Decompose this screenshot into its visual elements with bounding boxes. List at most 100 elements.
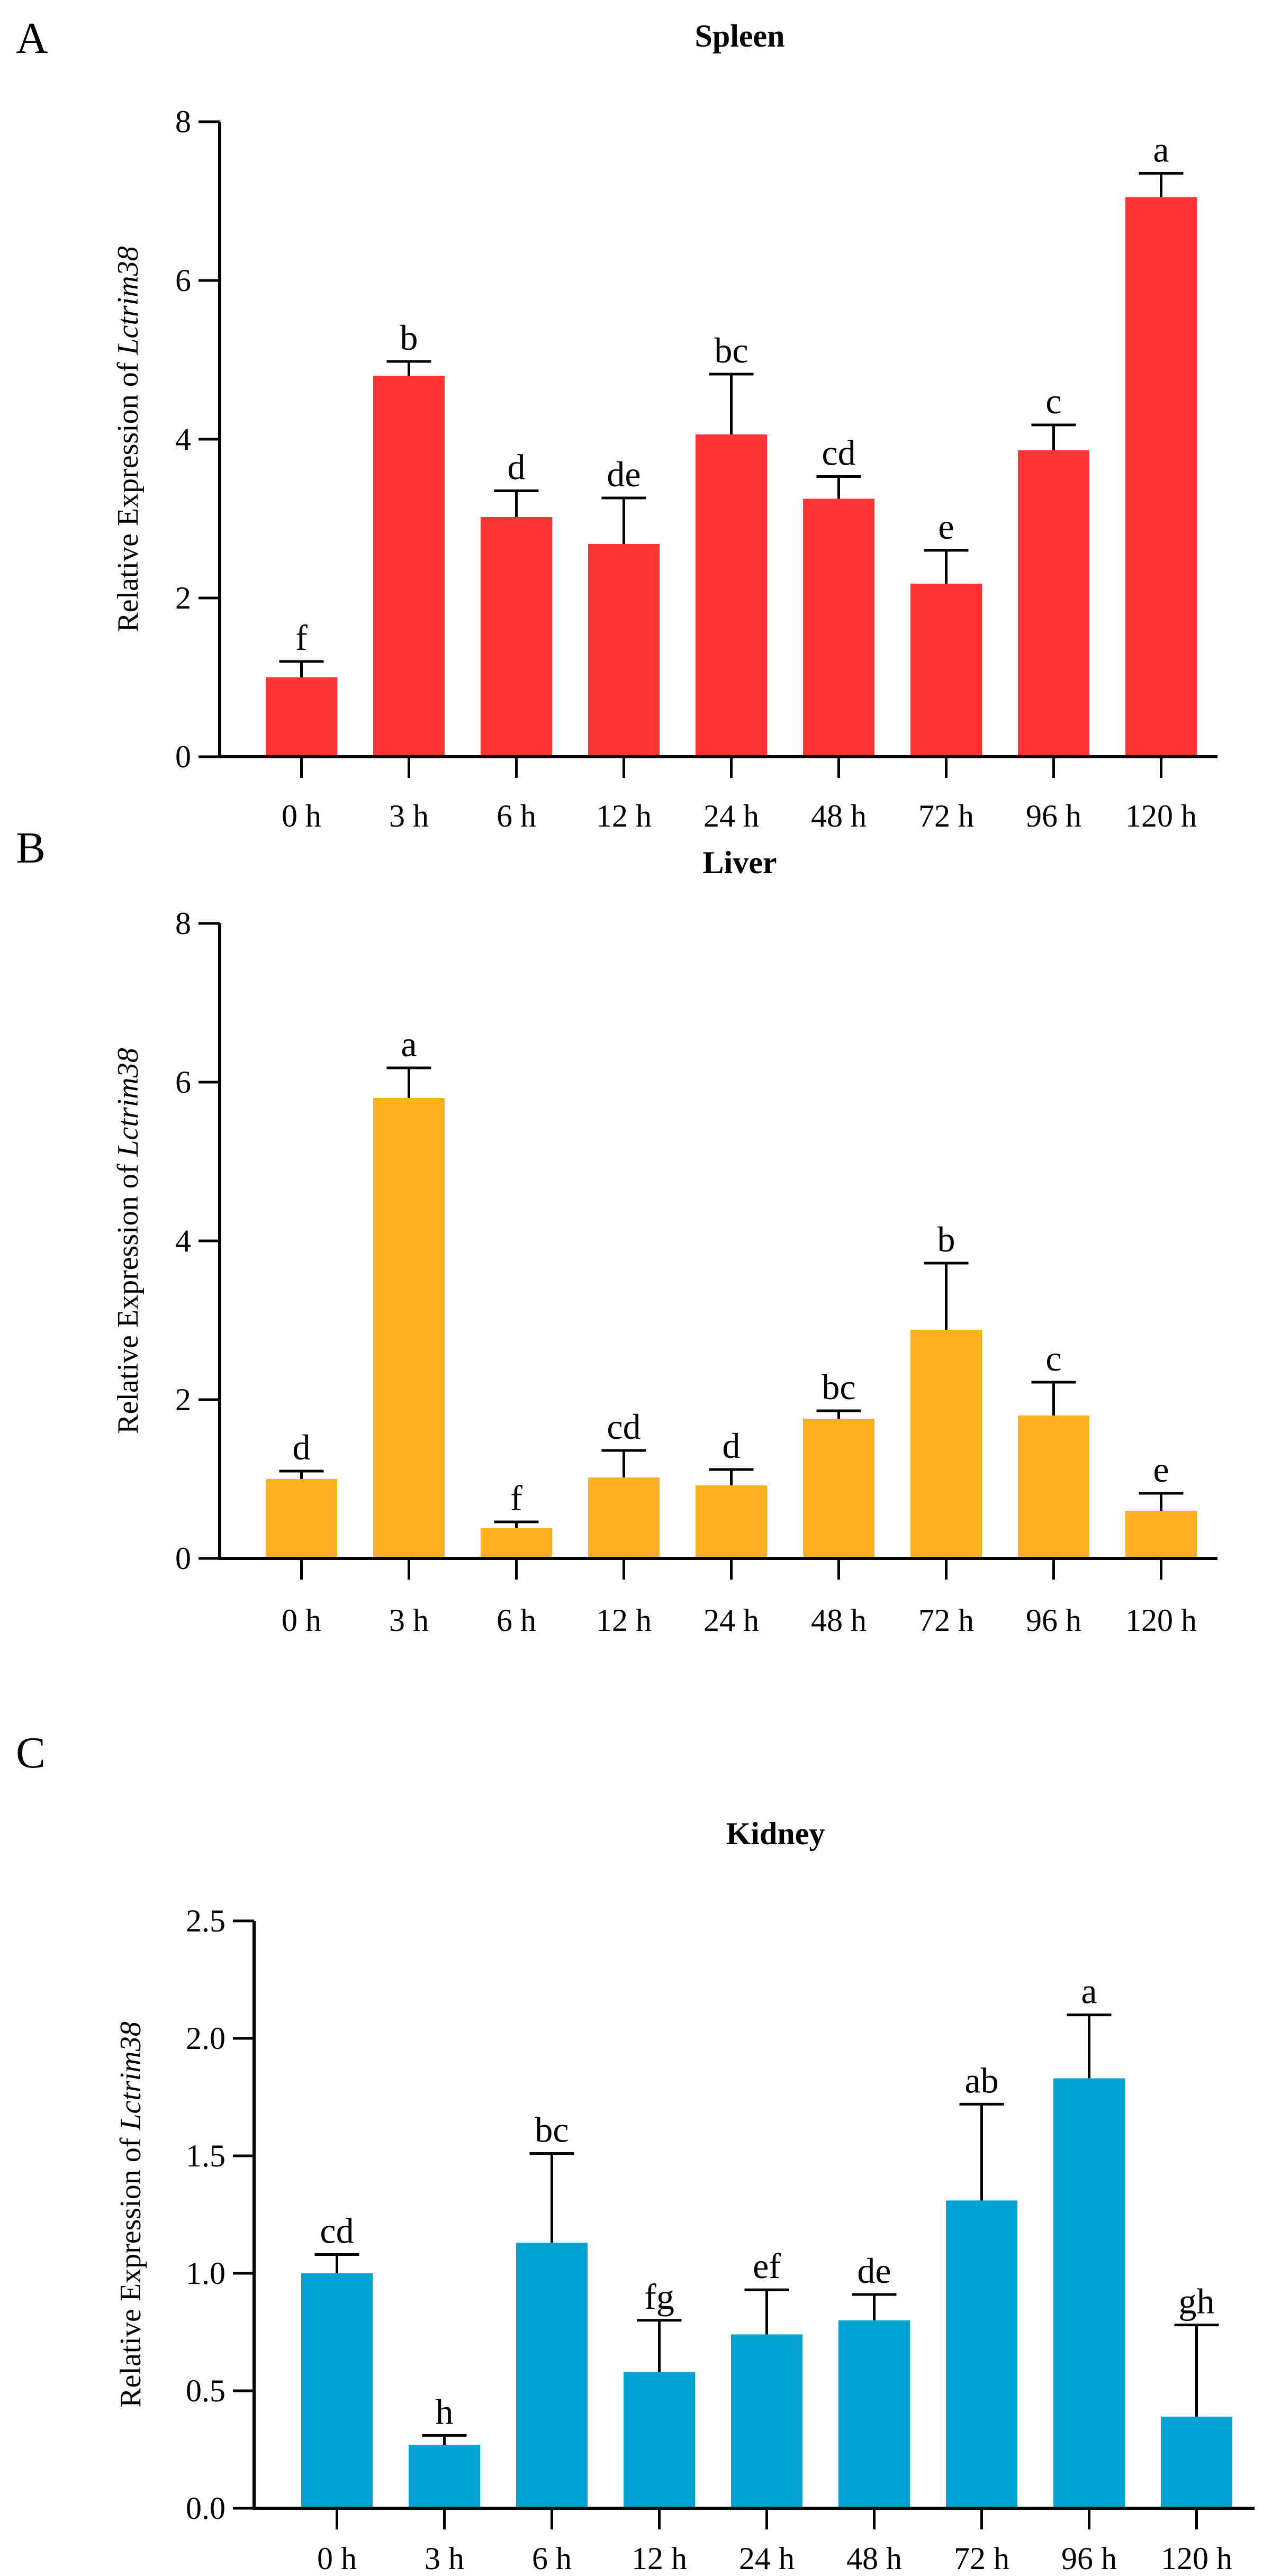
error-bar-96h: [1067, 2013, 1112, 2079]
y-tick-label: 0: [175, 739, 191, 774]
y-tick-label: 2.5: [186, 1903, 225, 1938]
y-tick-label: 6: [175, 1065, 191, 1100]
bar-3h: [373, 1098, 445, 1558]
error-bar-24h: [709, 373, 754, 434]
significance-letter: de: [857, 2251, 891, 2291]
x-tick-label: 6 h: [532, 2541, 572, 2576]
bar-72h: [946, 2200, 1017, 2508]
significance-letter: c: [1045, 381, 1061, 421]
significance-letter: b: [937, 1219, 955, 1259]
bar-48h: [838, 2320, 910, 2508]
y-tick-label: 1.5: [186, 2138, 225, 2173]
bar-12h: [624, 2372, 695, 2508]
error-bar-0h: [314, 2253, 359, 2273]
significance-letter: e: [938, 506, 954, 547]
error-bar-24h: [709, 1468, 754, 1485]
x-tick-label: 24 h: [703, 1603, 759, 1638]
x-tick-label: 6 h: [497, 1603, 536, 1638]
y-tick-label: 8: [175, 104, 191, 139]
error-bar-96h: [1031, 1381, 1076, 1416]
y-axis-label: Relative Expression of Lctrim38: [112, 1048, 145, 1434]
panel-letter: C: [16, 1728, 46, 1777]
bar-3h: [373, 376, 445, 757]
significance-letter: bc: [714, 330, 748, 370]
bar-24h: [696, 1485, 767, 1558]
error-bar-6h: [494, 489, 539, 517]
error-bar-3h: [422, 2434, 467, 2445]
error-bar-48h: [852, 2293, 897, 2320]
x-tick-label: 48 h: [811, 799, 867, 833]
bar-96h: [1018, 1416, 1089, 1558]
x-tick-label: 48 h: [846, 2541, 902, 2576]
significance-letter: gh: [1179, 2281, 1215, 2321]
error-bar-48h: [816, 475, 861, 499]
y-tick-label: 6: [175, 263, 191, 298]
significance-letter: cd: [822, 433, 855, 473]
bar-96h: [1018, 450, 1089, 757]
error-bar-3h: [386, 1066, 431, 1098]
bar-6h: [481, 517, 552, 757]
error-bar-6h: [494, 1520, 539, 1528]
chart-title: Spleen: [694, 19, 784, 53]
significance-letter: bc: [822, 1367, 855, 1407]
significance-letter: d: [723, 1426, 741, 1466]
significance-letter: ef: [753, 2246, 781, 2286]
bar-24h: [731, 2334, 802, 2508]
x-tick-label: 3 h: [389, 1603, 429, 1638]
significance-letter: h: [436, 2391, 454, 2432]
significance-letter: ab: [964, 2060, 998, 2100]
bar-48h: [803, 1419, 874, 1558]
error-bar-12h: [637, 2319, 682, 2372]
x-tick-label: 12 h: [632, 2541, 687, 2576]
x-tick-label: 48 h: [811, 1603, 867, 1638]
x-tick-label: 0 h: [317, 2541, 357, 2576]
error-bar-3h: [386, 360, 431, 376]
bar-0h: [266, 677, 337, 757]
significance-letter: a: [1153, 130, 1169, 170]
x-tick-label: 12 h: [596, 1603, 652, 1638]
bar-96h: [1053, 2078, 1125, 2508]
y-tick-label: 1.0: [186, 2256, 225, 2291]
x-tick-label: 24 h: [703, 799, 759, 833]
bar-120h: [1125, 1511, 1197, 1558]
x-tick-label: 3 h: [425, 2541, 464, 2576]
significance-letter: fg: [644, 2276, 674, 2317]
y-tick-label: 4: [175, 1223, 191, 1258]
x-tick-label: 72 h: [918, 1603, 974, 1638]
y-tick-label: 0.5: [186, 2373, 225, 2408]
significance-letter: a: [1081, 1971, 1097, 2011]
y-axis-label: Relative Expression of Lctrim38: [112, 246, 145, 632]
y-tick-label: 2: [175, 580, 191, 615]
x-tick-label: 12 h: [596, 799, 652, 833]
bar-120h: [1125, 197, 1197, 757]
error-bar-120h: [1139, 172, 1184, 197]
error-bar-6h: [529, 2152, 574, 2243]
significance-letter: f: [295, 618, 308, 658]
error-bar-24h: [744, 2288, 789, 2335]
significance-letter: cd: [320, 2210, 354, 2251]
chart-title: Liver: [703, 845, 777, 880]
y-tick-label: 2.0: [186, 2021, 225, 2056]
error-bar-96h: [1031, 423, 1076, 450]
bar-24h: [696, 434, 767, 757]
error-bar-48h: [816, 1409, 861, 1419]
error-bar-0h: [279, 660, 324, 677]
x-tick-label: 120 h: [1125, 799, 1197, 833]
panel-letter: A: [16, 14, 48, 63]
significance-letter: d: [293, 1427, 311, 1467]
bar-0h: [266, 1479, 337, 1558]
bar-6h: [481, 1528, 552, 1558]
x-tick-label: 0 h: [282, 1603, 321, 1638]
error-bar-0h: [279, 1470, 324, 1479]
bar-6h: [516, 2243, 588, 2508]
significance-letter: f: [510, 1478, 522, 1518]
x-tick-label: 0 h: [282, 799, 321, 833]
bar-3h: [409, 2445, 480, 2508]
significance-letter: d: [508, 447, 526, 487]
bar-48h: [803, 498, 874, 757]
bar-120h: [1161, 2416, 1232, 2508]
error-bar-120h: [1174, 2324, 1219, 2417]
y-axis-label: Relative Expression of Lctrim38: [114, 2021, 147, 2407]
significance-letter: b: [400, 318, 418, 358]
